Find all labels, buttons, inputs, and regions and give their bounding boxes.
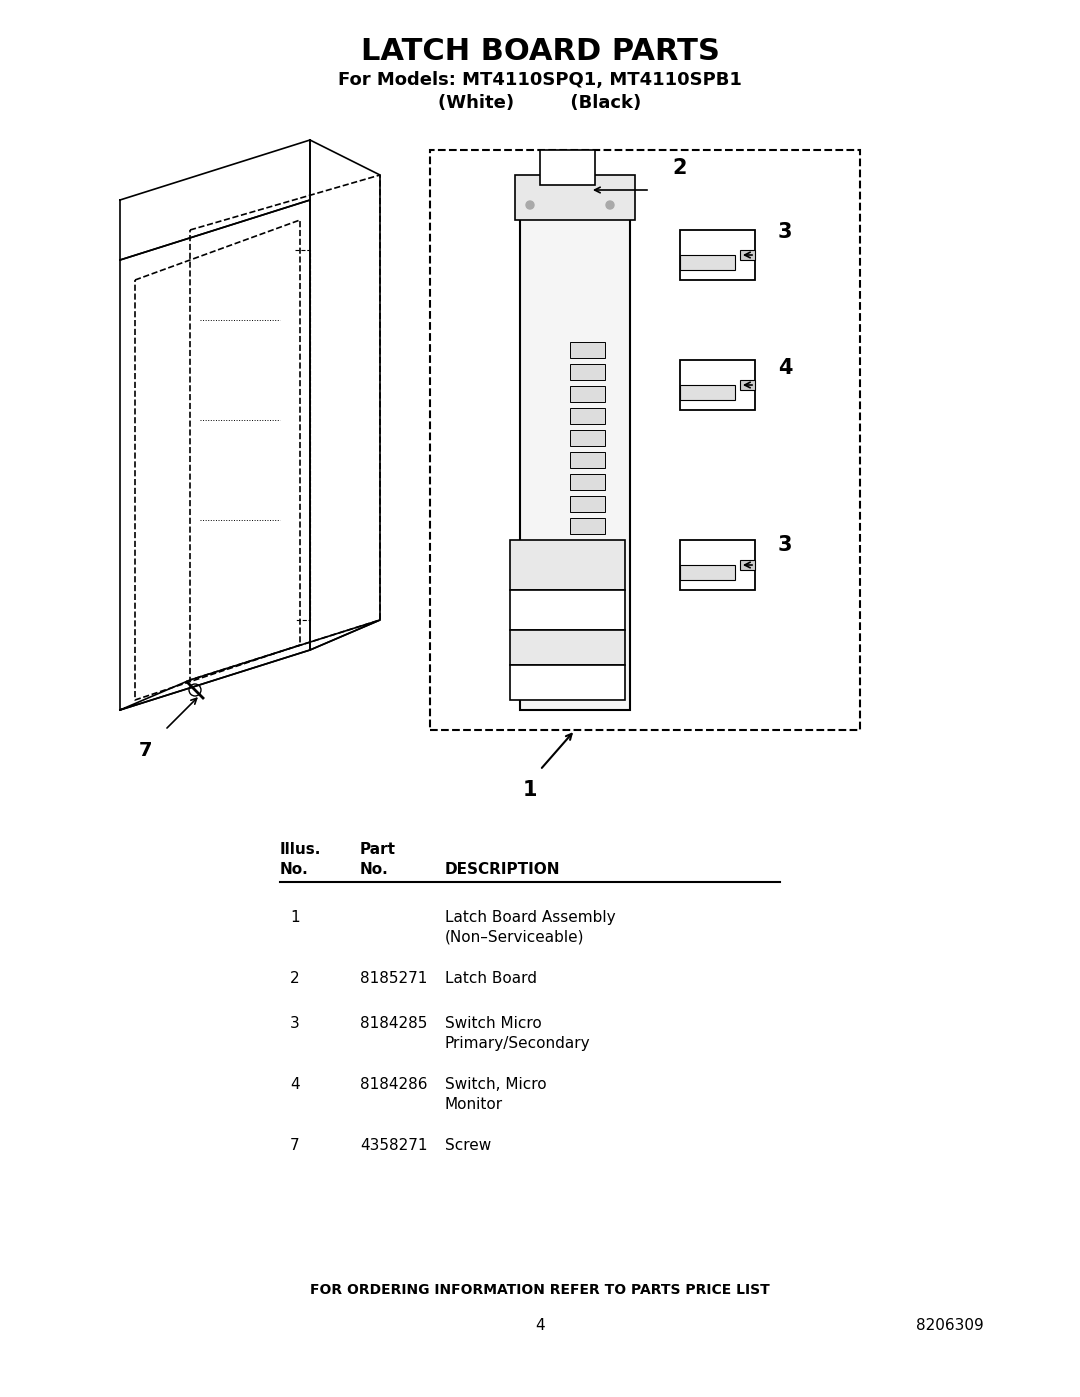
Bar [510,665,625,700]
Bar [570,453,605,468]
Text: FOR ORDERING INFORMATION REFER TO PARTS PRICE LIST: FOR ORDERING INFORMATION REFER TO PARTS … [310,1282,770,1296]
Bar [510,590,625,630]
Text: 8184285: 8184285 [360,1016,428,1031]
Bar [540,149,595,184]
Text: 4358271: 4358271 [360,1139,428,1153]
Text: Latch Board: Latch Board [445,971,537,986]
Bar [510,630,625,665]
Bar [740,380,755,390]
Text: 3: 3 [778,535,793,555]
Bar [740,560,755,570]
Text: 4: 4 [778,358,793,379]
Bar [680,256,735,270]
Bar [680,541,755,590]
Bar [570,474,605,490]
Bar [519,184,630,710]
Text: 8185271: 8185271 [360,971,428,986]
Text: DESCRIPTION: DESCRIPTION [445,862,561,877]
Bar [570,496,605,511]
Circle shape [606,201,615,210]
Text: For Models: MT4110SPQ1, MT4110SPB1: For Models: MT4110SPQ1, MT4110SPB1 [338,71,742,89]
Text: 2: 2 [673,158,687,177]
Bar [680,231,755,279]
Text: 7: 7 [291,1139,300,1153]
Text: (White)         (Black): (White) (Black) [438,94,642,112]
Text: 2: 2 [291,971,300,986]
Bar [570,584,605,599]
Text: Part: Part [360,842,396,858]
Circle shape [526,201,534,210]
Text: 8184286: 8184286 [360,1077,428,1092]
Bar [510,541,625,590]
Bar [430,149,860,731]
Bar [515,175,635,219]
Text: Illus.: Illus. [280,842,322,858]
Bar [680,564,735,580]
Text: 7: 7 [138,740,152,760]
Text: LATCH BOARD PARTS: LATCH BOARD PARTS [361,38,719,67]
Text: No.: No. [360,862,389,877]
Bar [570,541,605,556]
Bar [680,360,755,409]
Bar [570,365,605,380]
Text: 4: 4 [291,1077,300,1092]
Text: 4: 4 [536,1317,544,1333]
Text: Screw: Screw [445,1139,491,1153]
Bar [570,518,605,534]
Bar [680,386,735,400]
Bar [740,250,755,260]
Bar [570,386,605,402]
Bar [570,430,605,446]
Text: 8206309: 8206309 [916,1317,984,1333]
Text: Switch Micro
Primary/Secondary: Switch Micro Primary/Secondary [445,1016,591,1051]
Bar [570,562,605,578]
Text: 3: 3 [291,1016,300,1031]
Text: Switch, Micro
Monitor: Switch, Micro Monitor [445,1077,546,1112]
Text: 3: 3 [778,222,793,242]
Bar [570,342,605,358]
Bar [570,408,605,425]
Text: 1: 1 [291,909,300,925]
Text: No.: No. [280,862,309,877]
Text: Latch Board Assembly
(Non–Serviceable): Latch Board Assembly (Non–Serviceable) [445,909,616,944]
Text: 1: 1 [523,780,537,800]
